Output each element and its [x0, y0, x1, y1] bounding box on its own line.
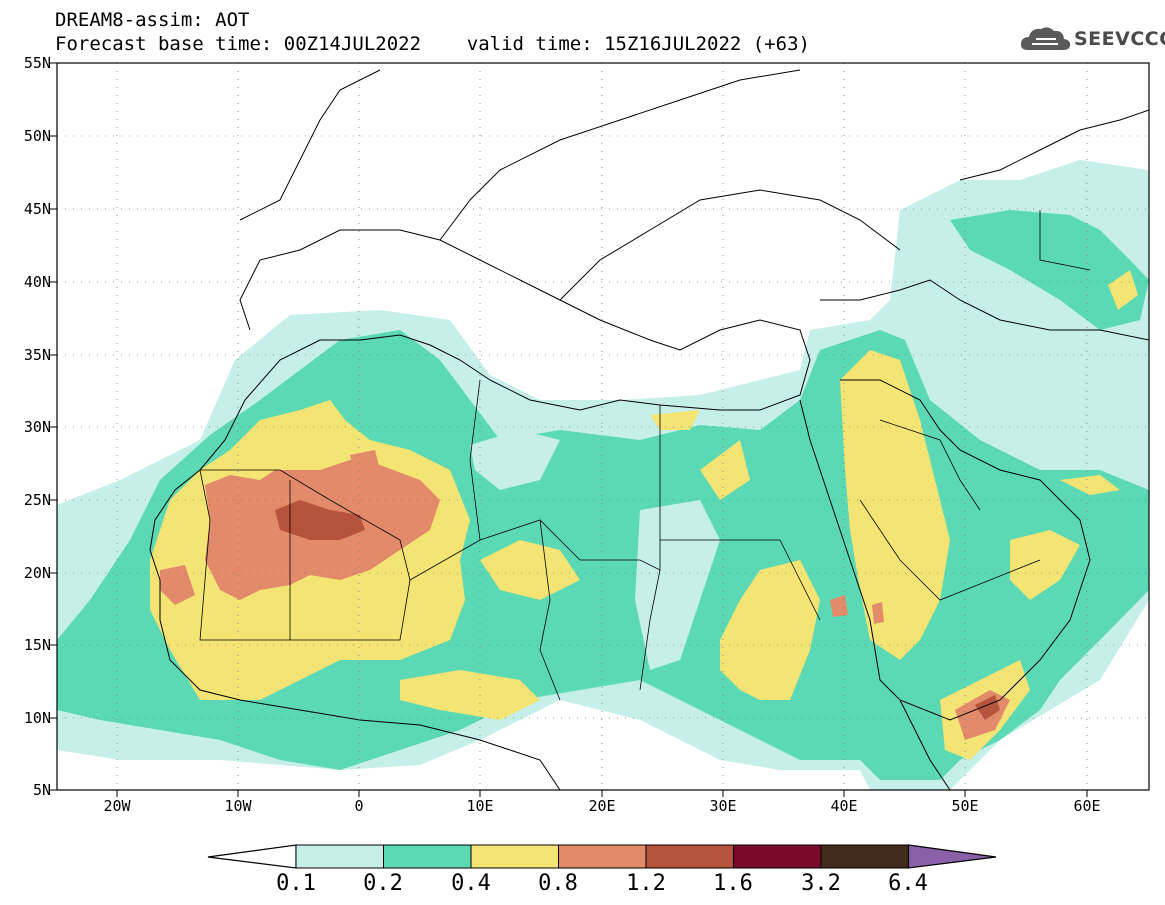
lon-label: 60E	[1073, 797, 1101, 815]
map-subtitle: Forecast base time: 00Z14JUL2022 valid t…	[55, 33, 810, 55]
lat-label: 20N	[23, 564, 51, 582]
colorbar-swatch	[470, 844, 559, 869]
lat-label: 30N	[23, 418, 51, 436]
lat-label: 45N	[23, 200, 51, 218]
colorbar-label: 1.2	[626, 871, 666, 896]
colorbar-label: 6.4	[888, 871, 928, 896]
colorbar-swatch	[733, 844, 822, 869]
colorbar-label: 0.2	[363, 871, 403, 896]
lat-label: 15N	[23, 636, 51, 654]
colorbar	[207, 844, 997, 869]
lon-label: 20E	[588, 797, 616, 815]
map-title: DREAM8-assim: AOT	[55, 9, 250, 31]
colorbar-right-arrow	[907, 844, 997, 869]
colorbar-swatch	[383, 844, 472, 869]
lon-label: 30E	[709, 797, 737, 815]
coastlines	[149, 69, 1149, 790]
lat-label: 40N	[23, 273, 51, 291]
lon-label: 50E	[951, 797, 979, 815]
lat-label: 55N	[23, 54, 51, 72]
lat-label: 50N	[23, 127, 51, 145]
lon-label: 10E	[466, 797, 494, 815]
lat-label: 35N	[23, 346, 51, 364]
colorbar-label: 3.2	[801, 871, 841, 896]
lat-label: 5N	[32, 781, 51, 799]
seevccc-logo	[1018, 22, 1158, 56]
lon-label: 40E	[830, 797, 858, 815]
lon-label: 0	[354, 797, 364, 815]
colorbar-label: 0.8	[538, 871, 578, 896]
cloud-icon	[1020, 27, 1071, 50]
axis-ticks	[50, 62, 1088, 797]
colorbar-label: 0.1	[276, 871, 316, 896]
lat-label: 10N	[23, 709, 51, 727]
lat-label: 25N	[23, 491, 51, 509]
lon-label: 10W	[224, 797, 252, 815]
colorbar-left-arrow	[207, 844, 297, 869]
colorbar-swatch	[645, 844, 734, 869]
aot-contours	[57, 160, 1149, 790]
colorbar-swatch	[820, 844, 909, 869]
lon-label: 20W	[103, 797, 131, 815]
logo-text: SEEVCCC	[1074, 28, 1165, 50]
colorbar-label: 1.6	[713, 871, 753, 896]
country-borders	[199, 210, 1091, 701]
colorbar-swatch	[295, 844, 384, 869]
colorbar-label: 0.4	[451, 871, 491, 896]
colorbar-swatch	[558, 844, 647, 869]
